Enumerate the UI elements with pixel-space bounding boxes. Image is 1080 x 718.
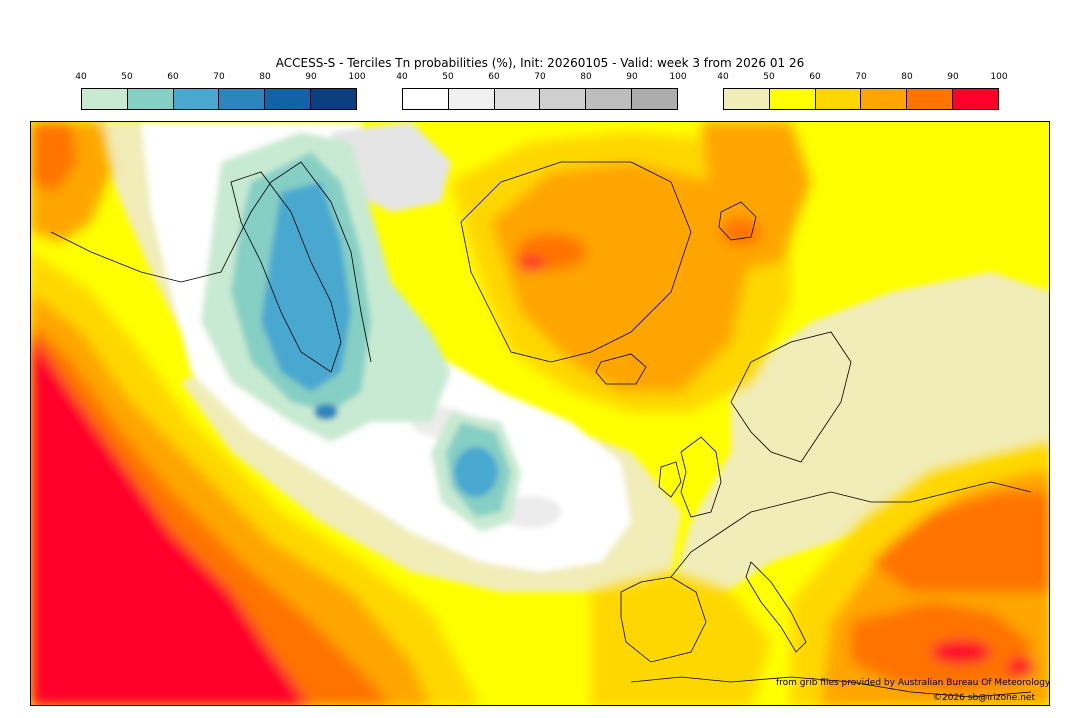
field-grey-spot <box>501 496 561 528</box>
above-normal-swatch-0 <box>724 89 770 109</box>
colorbar-ticks-below: 40 50 60 70 80 90 100 <box>75 72 365 84</box>
normal-swatch-5 <box>632 89 677 109</box>
below-normal-swatch-0 <box>82 89 128 109</box>
tick-label: 100 <box>669 72 687 82</box>
coast-africa <box>630 676 1032 698</box>
tick-label: 70 <box>213 72 225 82</box>
coastlines <box>50 161 1032 698</box>
below-normal-swatch-1 <box>127 89 174 109</box>
coast-svalbard <box>718 201 757 241</box>
below-normal-swatch-4 <box>265 89 312 109</box>
above-normal-swatch-4 <box>907 89 954 109</box>
below-normal-swatch-2 <box>173 89 220 109</box>
field-blue-dark <box>261 182 351 392</box>
tick-label: 100 <box>990 72 1008 82</box>
field-darkorange-svalbard <box>721 218 761 246</box>
tick-label: 40 <box>75 72 87 82</box>
map-canvas <box>31 122 1049 705</box>
tick-label: 60 <box>809 72 821 82</box>
map-title: ACCESS-S - Terciles Tn probabilities (%)… <box>275 56 805 70</box>
below-normal-swatch-5 <box>311 89 356 109</box>
tick-label: 80 <box>580 72 592 82</box>
coast-greenland <box>460 161 692 363</box>
above-normal-swatch-3 <box>861 89 908 109</box>
normal-swatch-2 <box>494 89 541 109</box>
field-darkorange-se <box>871 492 1049 592</box>
coast-canada <box>50 161 372 363</box>
field-blue-deep <box>314 404 338 420</box>
coast-britain <box>680 436 722 518</box>
source-credit: from grib files provided by Australian B… <box>776 678 1051 688</box>
coast-ireland <box>658 461 682 498</box>
tick-label: 70 <box>534 72 546 82</box>
coast-iceland <box>595 353 647 385</box>
above-normal-swatch-1 <box>769 89 816 109</box>
normal-swatch-0 <box>403 89 449 109</box>
field-red-med <box>1007 657 1035 677</box>
coast-scandinavia <box>730 331 852 463</box>
probability-map <box>30 121 1050 706</box>
tick-label: 70 <box>855 72 867 82</box>
tick-label: 90 <box>947 72 959 82</box>
tick-label: 80 <box>901 72 913 82</box>
field-blue-atlantic-dark <box>454 447 498 497</box>
field-pale-east <box>671 272 1049 602</box>
tick-label: 100 <box>348 72 366 82</box>
tick-label: 80 <box>259 72 271 82</box>
colorbar-above-normal <box>723 88 999 110</box>
coast-iberia <box>620 576 707 663</box>
coast-baffin <box>230 171 342 373</box>
tick-label: 60 <box>167 72 179 82</box>
tick-label: 90 <box>305 72 317 82</box>
colorbar-below-normal <box>81 88 357 110</box>
normal-swatch-3 <box>540 89 587 109</box>
field-red-greenland <box>517 257 545 271</box>
tick-label: 50 <box>442 72 454 82</box>
field-darkorange-nw <box>31 122 76 192</box>
tick-label: 40 <box>717 72 729 82</box>
colorbar-ticks-normal: 40 50 60 70 80 90 100 <box>396 72 686 84</box>
coast-italy <box>745 561 807 653</box>
colorbar-ticks-above: 40 50 60 70 80 90 100 <box>717 72 1007 84</box>
tick-label: 50 <box>121 72 133 82</box>
normal-swatch-4 <box>586 89 633 109</box>
tick-label: 40 <box>396 72 408 82</box>
field-red-sw <box>31 332 310 705</box>
coast-europe <box>670 481 1032 578</box>
above-normal-swatch-2 <box>815 89 862 109</box>
tick-label: 90 <box>626 72 638 82</box>
field-red-med <box>931 640 991 664</box>
tick-label: 60 <box>488 72 500 82</box>
field-gold-iberia <box>591 572 771 705</box>
normal-swatch-1 <box>448 89 495 109</box>
colorbar-normal <box>402 88 678 110</box>
tick-label: 50 <box>763 72 775 82</box>
below-normal-swatch-3 <box>219 89 266 109</box>
copyright-credit: ©2026 sb@irizone.net <box>933 693 1035 703</box>
above-normal-swatch-5 <box>953 89 998 109</box>
